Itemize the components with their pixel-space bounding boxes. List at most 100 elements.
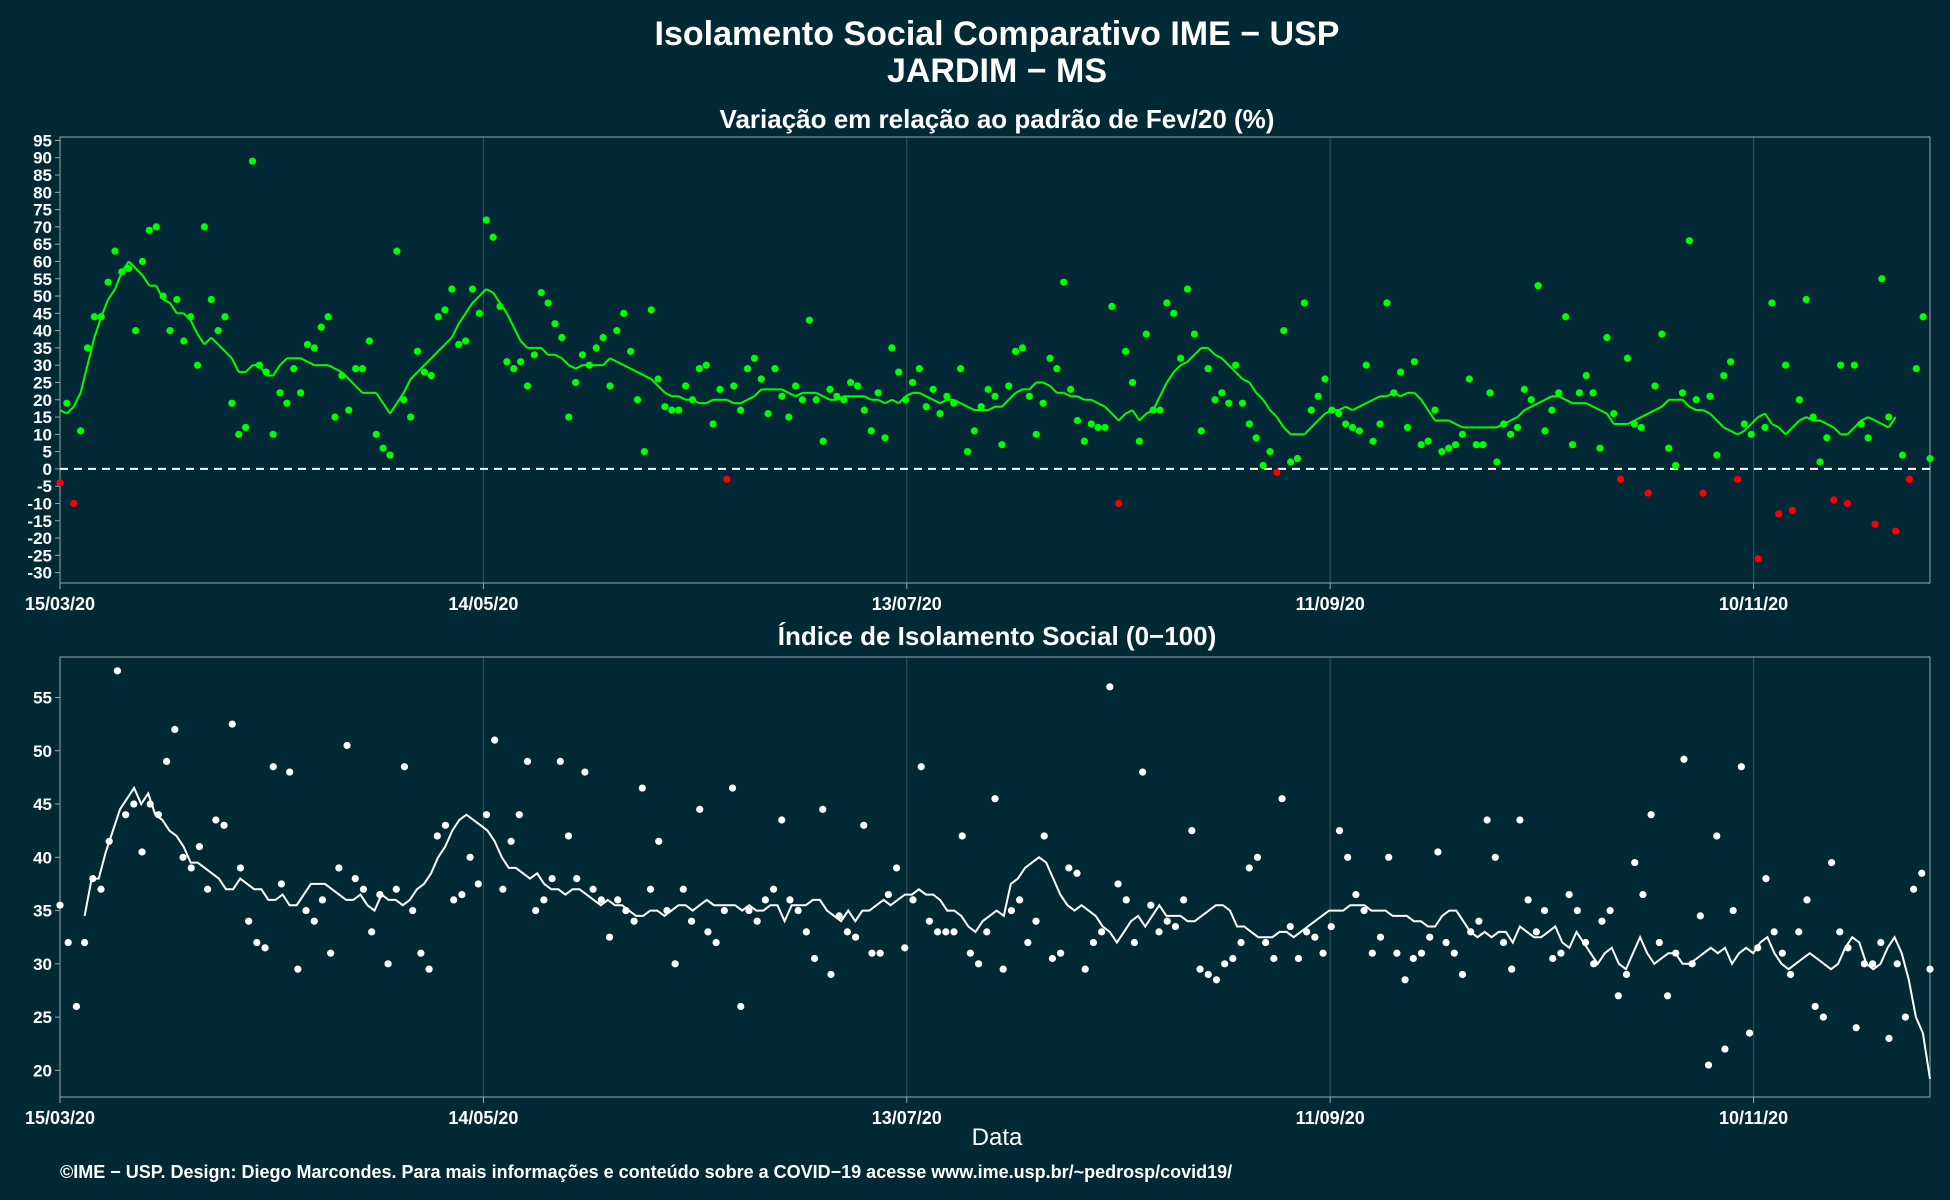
data-point [745, 906, 753, 915]
data-point [56, 479, 64, 487]
data-point [1278, 795, 1286, 803]
plot-frame [59, 656, 1931, 1098]
data-point [1885, 413, 1893, 421]
chart-title: Isolamento Social Comparativo IME − USP [655, 15, 1340, 53]
data-point [633, 396, 642, 404]
data-point [605, 933, 614, 941]
data-point [1843, 499, 1852, 508]
data-point [132, 327, 140, 335]
data-point [1450, 949, 1458, 957]
data-point [1606, 906, 1614, 915]
data-point [1362, 361, 1370, 369]
moving-average-segment [389, 402, 398, 415]
data-point [835, 912, 843, 920]
data-point [1527, 396, 1535, 404]
data-point [72, 1002, 81, 1011]
data-point [675, 406, 683, 414]
moving-average-segment [1138, 412, 1147, 422]
data-point [1919, 313, 1927, 321]
data-point [1360, 906, 1368, 915]
moving-average-segment [1001, 399, 1010, 408]
data-point [1770, 928, 1778, 936]
data-point [1344, 853, 1352, 861]
moving-average-segment [1008, 392, 1017, 401]
x-axis-label: Data [972, 1124, 1023, 1151]
moving-average-segment [203, 336, 212, 346]
moving-average-segment [437, 343, 446, 353]
data-point [1809, 413, 1817, 421]
data-point [1513, 423, 1522, 432]
data-point [564, 832, 573, 840]
data-point [1651, 382, 1659, 390]
data-point [1893, 960, 1901, 968]
data-point [792, 382, 800, 390]
moving-average-segment [932, 398, 941, 405]
data-point [1094, 423, 1102, 432]
data-point [1581, 938, 1590, 947]
moving-average-segment [1448, 419, 1457, 425]
data-point [1024, 938, 1032, 947]
data-point [384, 960, 392, 968]
data-point [1293, 454, 1302, 463]
data-point [1065, 864, 1073, 872]
data-point [1128, 378, 1137, 387]
moving-average-segment [1537, 398, 1546, 405]
data-point [1590, 960, 1598, 968]
moving-average-segment [1681, 399, 1691, 408]
data-point [262, 368, 270, 376]
data-point [1280, 327, 1288, 335]
moving-average-segment [224, 350, 233, 359]
data-point [1706, 392, 1714, 400]
data-point [826, 385, 834, 393]
data-point [97, 313, 105, 321]
y-tick-label: 50 [33, 287, 52, 306]
data-point [1445, 444, 1453, 452]
x-tick-label: 13/07/20 [872, 594, 942, 614]
moving-average-segment [396, 392, 405, 404]
data-point [1171, 922, 1180, 931]
data-point [368, 928, 376, 936]
data-point [294, 965, 302, 973]
data-point [462, 337, 470, 345]
moving-average-segment [86, 337, 96, 366]
data-point [720, 906, 728, 915]
data-point [1089, 938, 1098, 947]
y-tick-label: 15 [33, 408, 52, 427]
data-point [1431, 406, 1439, 414]
data-point [798, 396, 807, 404]
data-point [261, 944, 269, 952]
data-point [585, 361, 593, 369]
data-point [434, 313, 442, 321]
data-point [111, 247, 119, 255]
data-point [1328, 406, 1336, 414]
y-tick-label: 20 [33, 1061, 52, 1080]
x-tick-label: 14/05/20 [448, 1108, 518, 1128]
data-point [1729, 906, 1737, 915]
isolation-index-panel: 15/03/20 14/05/20 13/07/20 11/09/20 10/11/20… [25, 656, 1934, 1128]
y-tick-label: -30 [27, 564, 52, 583]
moving-average-segment [1709, 412, 1718, 422]
moving-average-segment [1358, 402, 1367, 408]
data-point [1926, 965, 1934, 973]
data-point [876, 949, 884, 957]
data-point [1614, 992, 1622, 1000]
data-point [1106, 683, 1114, 691]
data-point [998, 441, 1006, 449]
moving-average-segment [726, 398, 735, 405]
data-point [376, 890, 384, 899]
data-point [1458, 430, 1467, 438]
data-point [1294, 954, 1303, 963]
data-point [1762, 874, 1770, 883]
data-point [475, 309, 483, 317]
data-point [620, 309, 628, 317]
moving-average-segment [575, 364, 583, 370]
y-tick-label: 90 [33, 149, 52, 168]
data-point [802, 928, 810, 936]
data-point [1369, 437, 1377, 445]
y-tick-label: 0 [43, 460, 52, 479]
moving-average-segment [1702, 409, 1711, 415]
x-tick-label: 11/09/20 [1296, 1108, 1365, 1128]
data-point [450, 896, 458, 904]
data-point [1180, 896, 1188, 904]
moving-average-segment [1310, 419, 1319, 429]
